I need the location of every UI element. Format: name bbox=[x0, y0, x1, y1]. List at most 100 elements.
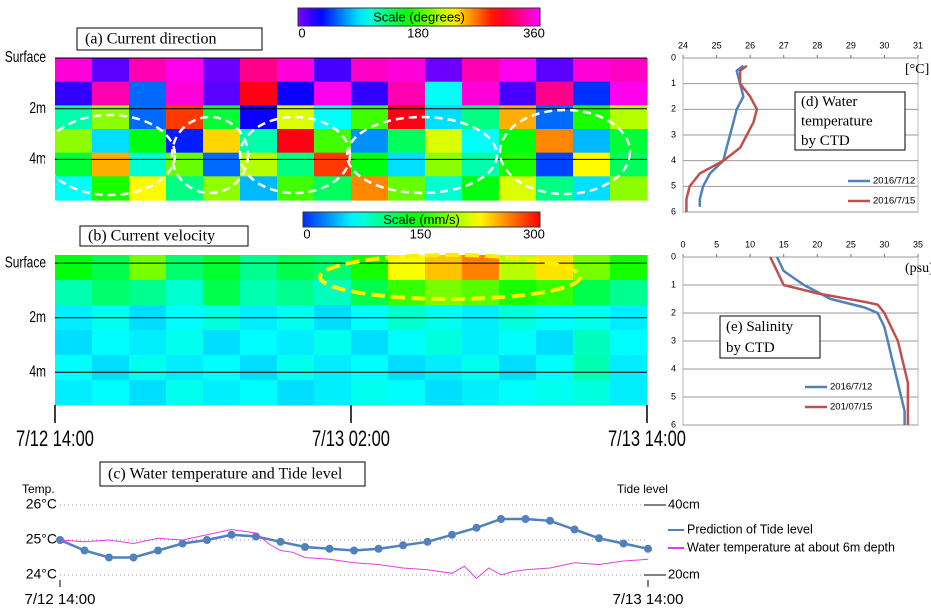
heatmap-cell bbox=[55, 82, 93, 106]
legend-label: 2016/7/12 bbox=[830, 382, 872, 393]
series-marker bbox=[130, 554, 138, 562]
y-tick-label: 6 bbox=[671, 206, 676, 216]
x-tick-label: 29 bbox=[846, 40, 856, 50]
x-tick-label: 15 bbox=[779, 239, 789, 249]
heatmap-cell bbox=[388, 153, 426, 177]
heatmap-cell bbox=[277, 380, 315, 406]
x-tick-label: 0 bbox=[680, 239, 685, 249]
heatmap-cell bbox=[240, 153, 278, 177]
colorbar-label: Scale (mm/s) bbox=[383, 212, 460, 227]
heatmap-cell bbox=[388, 380, 426, 406]
heatmap-cell bbox=[240, 380, 278, 406]
heatmap-cell bbox=[55, 330, 93, 356]
heatmap-cell bbox=[499, 153, 537, 177]
heatmap-cell bbox=[55, 355, 93, 381]
colorbar-tick-label: 180 bbox=[407, 25, 429, 40]
heatmap-cell bbox=[166, 176, 204, 200]
heatmap-cell bbox=[92, 280, 130, 306]
heatmap-cell bbox=[573, 129, 611, 153]
x-tick-label: 20 bbox=[812, 239, 822, 249]
series-marker bbox=[301, 543, 309, 551]
annotation-text: by CTD bbox=[801, 133, 850, 149]
series-marker bbox=[350, 547, 358, 555]
y-tick-label: 2m bbox=[29, 307, 46, 325]
heatmap-cell bbox=[462, 355, 500, 381]
heatmap-cell bbox=[203, 280, 241, 306]
heatmap-cell bbox=[314, 355, 352, 381]
heatmap-cell bbox=[610, 176, 648, 200]
y-tick-label: 2 bbox=[671, 104, 676, 114]
y-tick-label: 3 bbox=[671, 335, 676, 345]
heatmap-cell bbox=[92, 153, 130, 177]
heatmap-cell bbox=[573, 255, 611, 281]
heatmap-cell bbox=[536, 355, 574, 381]
heatmap-cell bbox=[499, 129, 537, 153]
y-tick-label: Surface bbox=[5, 48, 46, 66]
heatmap-cell bbox=[203, 82, 241, 106]
heatmap-cell bbox=[610, 355, 648, 381]
annotation-text: (d) Water bbox=[801, 94, 857, 110]
heatmap-cell bbox=[55, 380, 93, 406]
heatmap-cell bbox=[462, 255, 500, 281]
x-tick-label: 7/12 14:00 bbox=[25, 591, 96, 608]
heatmap-cell bbox=[55, 280, 93, 306]
heatmap-cell bbox=[536, 153, 574, 177]
heatmap-cell bbox=[166, 330, 204, 356]
heatmap-cell bbox=[203, 58, 241, 82]
unit-label: [°C] bbox=[905, 62, 929, 77]
x-tick-label: 30 bbox=[879, 40, 889, 50]
heatmap-cell bbox=[166, 58, 204, 82]
y-tick-label: Surface bbox=[5, 253, 46, 271]
y-tick-label: 4 bbox=[671, 155, 676, 165]
heatmap-cell bbox=[388, 330, 426, 356]
heatmap-cell bbox=[314, 153, 352, 177]
y-tick-label: 2 bbox=[671, 307, 676, 317]
heatmap-cell bbox=[240, 82, 278, 106]
heatmap-cell bbox=[425, 330, 463, 356]
heatmap-cell bbox=[129, 355, 167, 381]
y2-tick-label: 40cm bbox=[668, 496, 700, 511]
heatmap-cell bbox=[129, 330, 167, 356]
series-marker bbox=[644, 545, 652, 553]
series-marker bbox=[277, 538, 285, 546]
heatmap-cell bbox=[92, 58, 130, 82]
heatmap-cell bbox=[536, 176, 574, 200]
heatmap-cell bbox=[203, 255, 241, 281]
x-tick-label: 7/13 02:00 bbox=[312, 427, 390, 452]
profile-line bbox=[686, 66, 757, 212]
heatmap-cell bbox=[462, 280, 500, 306]
heatmap-cell bbox=[425, 355, 463, 381]
series-marker bbox=[448, 531, 456, 539]
heatmap-cell bbox=[610, 255, 648, 281]
heatmap-cell bbox=[314, 280, 352, 306]
heatmap-cell bbox=[462, 330, 500, 356]
heatmap-cell bbox=[499, 380, 537, 406]
heatmap-cell bbox=[314, 380, 352, 406]
series-marker bbox=[620, 540, 628, 548]
heatmap-cell bbox=[610, 82, 648, 106]
heatmap-cell bbox=[425, 129, 463, 153]
heatmap-cell bbox=[240, 255, 278, 281]
heatmap-cell bbox=[536, 129, 574, 153]
heatmap-cell bbox=[425, 153, 463, 177]
series-marker bbox=[228, 531, 236, 539]
x-tick-label: 27 bbox=[779, 40, 789, 50]
series-marker bbox=[595, 534, 603, 542]
x-tick-label: 35 bbox=[913, 239, 923, 249]
series-marker bbox=[252, 533, 260, 541]
annotation-text: (e) Salinity bbox=[726, 319, 794, 335]
heatmap-cell bbox=[388, 82, 426, 106]
series-marker bbox=[105, 554, 113, 562]
heatmap-cell bbox=[129, 153, 167, 177]
heatmap-cell bbox=[240, 280, 278, 306]
heatmap-cell bbox=[425, 255, 463, 281]
unit-label: (psu) bbox=[905, 261, 931, 276]
colorbar-tick-label: 360 bbox=[523, 25, 545, 40]
heatmap-cell bbox=[203, 129, 241, 153]
heatmap-cell bbox=[92, 176, 130, 200]
heatmap-cell bbox=[277, 82, 315, 106]
heatmap-cell bbox=[351, 82, 389, 106]
series-marker bbox=[326, 545, 334, 553]
heatmap-cell bbox=[388, 129, 426, 153]
